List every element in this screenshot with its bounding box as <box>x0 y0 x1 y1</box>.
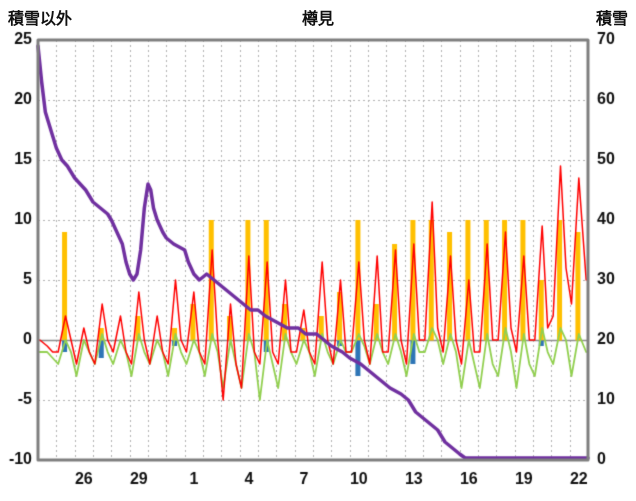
right-axis-title: 積雪 <box>595 11 628 28</box>
left-axis-title: 積雪以外 <box>8 11 73 28</box>
chart-title: 樽見 <box>301 11 335 28</box>
